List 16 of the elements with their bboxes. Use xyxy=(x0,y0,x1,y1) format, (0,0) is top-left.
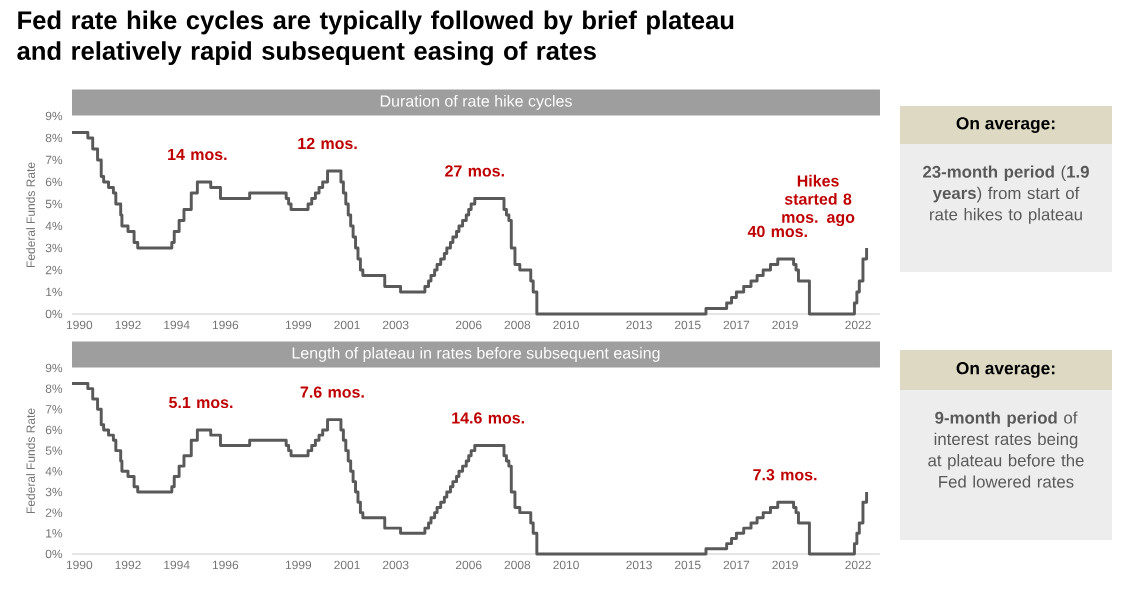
annotation: 40 mos. xyxy=(747,225,807,238)
chart-subtitle: Duration of rate hike cycles xyxy=(380,94,572,110)
annotation: 14 mos. xyxy=(168,148,227,161)
annotation: 27 mos. xyxy=(445,165,504,177)
annotation: 14.6 mos. xyxy=(452,412,524,424)
text: On average: xyxy=(956,117,1055,133)
annotation: 7.3 mos. xyxy=(753,469,817,481)
chart-title: Fed rate hike cycles are typically followed by brief plateau and relatively rapid subsequent easing of rates xyxy=(17,10,734,66)
annotation: 5.1 mos. xyxy=(169,396,233,409)
annotation: Hikes started 8 mos. ago xyxy=(782,174,855,227)
text: 9-month period of interest rates being at plateau before the Fed lowered rates xyxy=(928,411,1084,488)
text: 23-month period (1.9 years) from start of rate hikes to plateau xyxy=(923,165,1089,224)
chart-subtitle: Length of plateau in rates before subsequent easing xyxy=(292,346,660,362)
text: On average: xyxy=(956,362,1055,378)
annotation: 7.6 mos. xyxy=(300,386,364,398)
annotation: 12 mos. xyxy=(298,137,357,150)
